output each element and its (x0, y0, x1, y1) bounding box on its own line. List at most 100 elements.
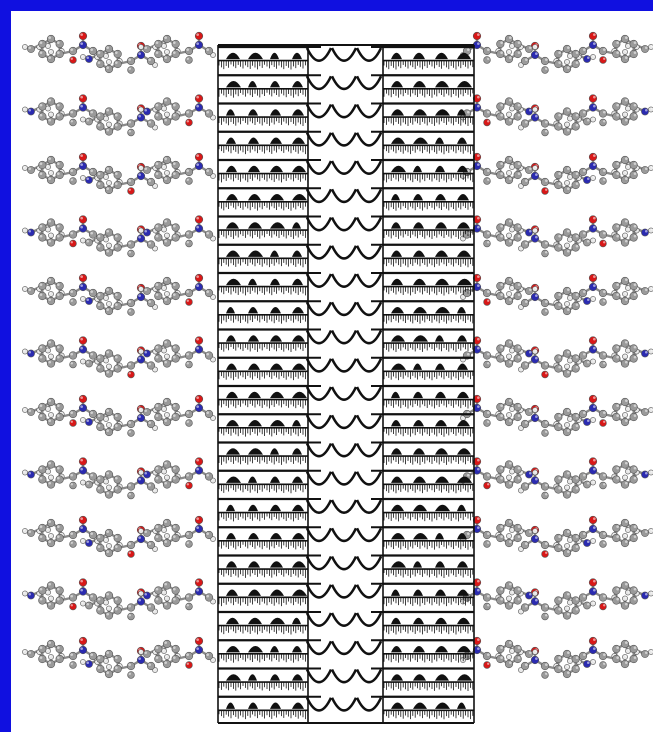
atom (46, 581, 56, 590)
atom (525, 529, 533, 537)
atom (504, 460, 514, 469)
atom (154, 475, 163, 484)
atom (598, 593, 608, 602)
atom (22, 407, 28, 413)
atom (96, 543, 105, 553)
atom (146, 540, 156, 550)
atom (127, 128, 135, 137)
atom (154, 281, 163, 291)
atom (513, 644, 522, 654)
atom (622, 232, 628, 239)
molecule (138, 273, 216, 306)
slab-layer (218, 413, 474, 437)
atom (578, 109, 588, 118)
atom (482, 351, 492, 360)
atom (104, 64, 114, 74)
atom (483, 540, 491, 548)
atom (185, 602, 193, 611)
atom (46, 538, 56, 548)
atom (113, 364, 122, 373)
atom (541, 249, 549, 258)
atom (55, 533, 64, 543)
atom (46, 659, 56, 669)
atom (138, 590, 144, 597)
slab-layer (218, 610, 474, 635)
atom (154, 344, 163, 353)
atom (520, 119, 530, 128)
slab-layer (218, 243, 474, 268)
molecule (518, 104, 596, 137)
atom (583, 297, 591, 305)
atom (104, 490, 114, 499)
atom (38, 596, 47, 605)
atom (69, 360, 77, 369)
atom (583, 176, 591, 184)
atom (648, 649, 653, 655)
atom (154, 39, 163, 49)
molecule (80, 104, 158, 137)
atom (55, 223, 64, 232)
atom (22, 44, 28, 50)
atom (541, 128, 549, 137)
atom (482, 651, 492, 661)
central-layered-slab (217, 44, 475, 724)
atom (162, 417, 172, 427)
atom (513, 344, 522, 353)
atom (80, 600, 86, 607)
atom (483, 661, 491, 669)
atom (106, 363, 112, 370)
atom (136, 534, 146, 544)
atom (96, 422, 105, 432)
atom (612, 233, 621, 242)
atom (113, 475, 122, 484)
atom (590, 116, 596, 123)
atom (146, 298, 156, 308)
atom (146, 119, 156, 128)
atom (641, 529, 649, 537)
atom (571, 654, 580, 664)
atom (46, 34, 56, 44)
atom (496, 644, 505, 654)
atom (513, 160, 522, 170)
atom (590, 659, 596, 665)
atom (164, 170, 170, 176)
atom (204, 651, 214, 661)
atom (571, 243, 580, 252)
atom (96, 49, 105, 59)
atom (162, 639, 172, 649)
atom (496, 596, 505, 605)
atom (184, 230, 194, 239)
atom (525, 349, 533, 358)
atom (55, 344, 64, 353)
atom (55, 586, 64, 595)
atom (96, 291, 105, 301)
molecule (138, 578, 216, 611)
atom (88, 288, 98, 298)
atom (504, 339, 514, 348)
atom (554, 233, 563, 242)
atom (648, 227, 653, 234)
atom (571, 475, 580, 484)
atom (629, 412, 638, 422)
atom (69, 56, 77, 64)
atom (154, 654, 163, 664)
molecule (80, 41, 158, 74)
atom (143, 107, 151, 116)
atom (113, 654, 122, 664)
atom (562, 528, 572, 538)
atom (96, 533, 105, 543)
atom (55, 233, 64, 242)
atom (540, 419, 550, 429)
atom (482, 593, 492, 602)
atom (113, 533, 122, 543)
atom (599, 118, 607, 127)
atom (629, 170, 638, 180)
atom (525, 166, 533, 174)
slab-layer (218, 328, 474, 353)
atom (496, 170, 505, 180)
atom (540, 119, 550, 128)
atom (104, 306, 114, 316)
atom (184, 288, 194, 298)
molecule (138, 636, 216, 669)
atom (68, 530, 78, 540)
